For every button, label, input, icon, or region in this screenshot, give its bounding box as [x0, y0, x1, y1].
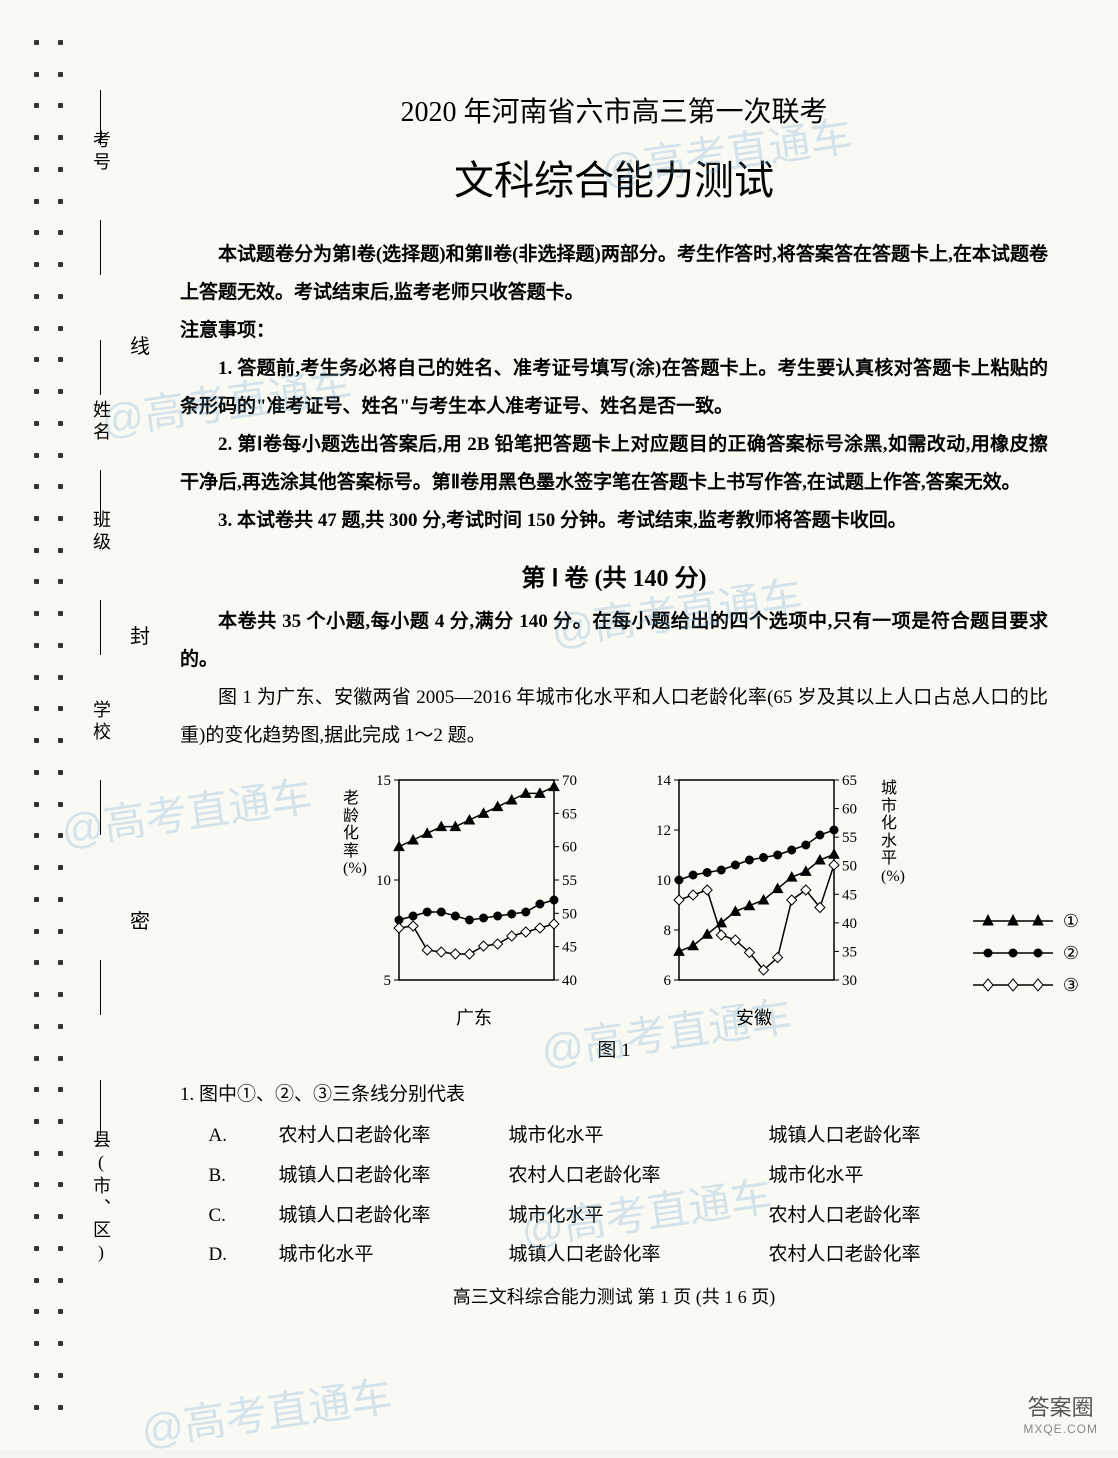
- section-1-desc: 本卷共 35 个小题,每小题 4 分,满分 140 分。在每小题给出的四个选项中…: [180, 603, 1048, 679]
- svg-text:65: 65: [562, 806, 577, 822]
- option-cell: 城镇人口老龄化率: [279, 1196, 509, 1236]
- option-row: B.城镇人口老龄化率农村人口老龄化率城市化水平: [180, 1156, 1048, 1196]
- notice-item: 1. 答题前,考生务必将自己的姓名、准考证号填写(涂)在答题卡上。考生要认真核对…: [180, 350, 1048, 426]
- logo-text: 答案圈: [1023, 1390, 1098, 1422]
- svg-text:35: 35: [842, 944, 857, 960]
- svg-text:45: 45: [562, 940, 577, 956]
- option-cell: 农村人口老龄化率: [769, 1235, 1049, 1275]
- option-cell: D.: [180, 1235, 279, 1275]
- option-cell: B.: [180, 1156, 279, 1196]
- option-cell: A.: [180, 1116, 279, 1156]
- svg-text:12: 12: [656, 823, 671, 839]
- svg-text:50: 50: [842, 859, 857, 875]
- question-1-stem: 1. 图中①、②、③三条线分别代表: [180, 1074, 1048, 1116]
- svg-text:70: 70: [562, 773, 577, 789]
- option-cell: 农村人口老龄化率: [769, 1196, 1049, 1236]
- seal-char: 线: [130, 330, 150, 359]
- chart-anhui: 681012143035404550556065 安徽 ①②③ 城市化水平(%): [629, 770, 879, 1030]
- seal-char: 封: [130, 620, 150, 649]
- watermark: @高考直通车: [137, 1363, 396, 1458]
- legend-row: ②: [973, 937, 1079, 969]
- option-cell: C.: [180, 1196, 279, 1236]
- svg-text:14: 14: [656, 773, 672, 789]
- exam-page: @高考直通车 @高考直通车 @高考直通车 @高考直通车 @高考直通车 @高考直通…: [0, 0, 1118, 1450]
- site-logo: 答案圈 MXQE.COM: [1023, 1390, 1098, 1436]
- option-row: C.城镇人口老龄化率城市化水平农村人口老龄化率: [180, 1196, 1048, 1236]
- svg-text:30: 30: [842, 973, 857, 989]
- option-row: D.城市化水平城镇人口老龄化率农村人口老龄化率: [180, 1235, 1048, 1275]
- binding-label: 县(市、区): [90, 1130, 114, 1266]
- chart-legend: ① ② ③: [973, 905, 1079, 1001]
- legend-label: ③: [1063, 975, 1079, 996]
- binding-margin: 考号姓名班级学校县(市、区) 线封密: [0, 0, 160, 1450]
- option-cell: 城市化水平: [509, 1116, 769, 1156]
- svg-text:45: 45: [842, 887, 857, 903]
- notice-header: 注意事项：: [180, 312, 1048, 350]
- option-cell: 农村人口老龄化率: [509, 1156, 769, 1196]
- option-cell: 农村人口老龄化率: [279, 1116, 509, 1156]
- notice-item: 3. 本试卷共 47 题,共 300 分,考试时间 150 分钟。考试结束,监考…: [180, 502, 1048, 540]
- exam-intro: 本试题卷分为第Ⅰ卷(选择题)和第Ⅱ卷(非选择题)两部分。考生作答时,将答案答在答…: [180, 236, 1048, 312]
- legend-label: ②: [1063, 943, 1079, 964]
- svg-text:40: 40: [562, 973, 577, 989]
- option-cell: 城镇人口老龄化率: [769, 1116, 1049, 1156]
- svg-text:8: 8: [664, 923, 672, 939]
- option-cell: 城镇人口老龄化率: [279, 1156, 509, 1196]
- binding-label: 考号: [90, 130, 114, 174]
- legend-row: ③: [973, 969, 1079, 1001]
- seal-char: 密: [130, 905, 150, 934]
- svg-text:60: 60: [842, 802, 857, 818]
- legend-row: ①: [973, 905, 1079, 937]
- right-axis-label: 城市化水平(%): [881, 780, 901, 886]
- svg-text:10: 10: [656, 873, 671, 889]
- chart-guangdong: 5101540455055606570 广东 老龄化率(%): [349, 770, 599, 1030]
- svg-text:65: 65: [842, 773, 857, 789]
- svg-text:10: 10: [376, 873, 391, 889]
- figure-label: 图 1: [180, 1035, 1048, 1062]
- option-cell: 城市化水平: [279, 1235, 509, 1275]
- chart-intro: 图 1 为广东、安徽两省 2005—2016 年城市化水平和人口老龄化率(65 …: [180, 679, 1048, 755]
- exam-header-line: 2020 年河南省六市高三第一次联考: [180, 90, 1048, 130]
- svg-text:55: 55: [842, 830, 857, 846]
- option-row: A.农村人口老龄化率城市化水平城镇人口老龄化率: [180, 1116, 1048, 1156]
- page-footer: 高三文科综合能力测试 第 1 页 (共 1 6 页): [180, 1283, 1048, 1309]
- chart-caption: 安徽: [629, 1004, 879, 1030]
- option-cell: 城市化水平: [769, 1156, 1049, 1196]
- svg-text:6: 6: [664, 973, 672, 989]
- logo-url: MXQE.COM: [1023, 1422, 1098, 1436]
- svg-text:55: 55: [562, 873, 577, 889]
- option-cell: 城市化水平: [509, 1196, 769, 1236]
- legend-label: ①: [1063, 911, 1079, 932]
- figure-1: 5 10 15 40 45 50 55 60 65 70 广东 老龄化率(%) 6 8 10 12 14 3…: [180, 770, 1048, 1030]
- svg-text:5: 5: [384, 973, 392, 989]
- svg-text:15: 15: [376, 773, 391, 789]
- binding-label: 学校: [90, 700, 114, 744]
- exam-title: 文科综合能力测试: [180, 148, 1048, 206]
- binding-label: 班级: [90, 510, 114, 554]
- left-axis-label: 老龄化率(%): [343, 790, 363, 878]
- chart-caption: 广东: [349, 1004, 599, 1030]
- binding-label: 姓名: [90, 400, 114, 444]
- svg-text:60: 60: [562, 840, 577, 856]
- option-cell: 城镇人口老龄化率: [509, 1235, 769, 1275]
- svg-text:40: 40: [842, 916, 857, 932]
- notice-item: 2. 第Ⅰ卷每小题选出答案后,用 2B 铅笔把答题卡上对应题目的正确答案标号涂黑…: [180, 426, 1048, 502]
- svg-text:50: 50: [562, 906, 577, 922]
- section-1-title: 第 Ⅰ 卷 (共 140 分): [180, 558, 1048, 593]
